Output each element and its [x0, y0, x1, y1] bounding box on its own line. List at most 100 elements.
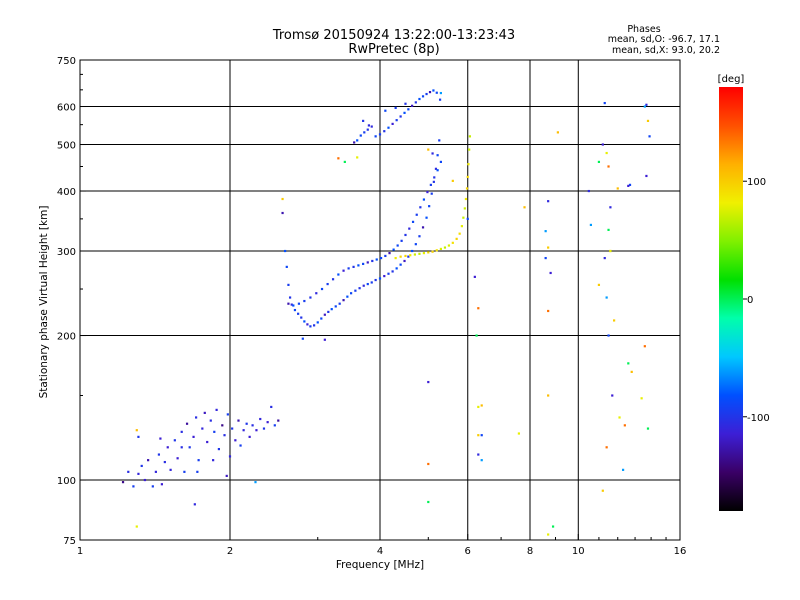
data-point: [547, 533, 550, 536]
data-point: [192, 435, 195, 438]
data-point: [411, 249, 414, 253]
data-point: [228, 455, 232, 458]
data-point: [431, 250, 434, 253]
data-point: [623, 424, 626, 427]
data-point: [356, 156, 359, 159]
data-point: [303, 320, 306, 323]
data-point: [627, 184, 630, 187]
y-tick-label: 200: [57, 332, 76, 343]
data-point: [418, 235, 421, 238]
x-tick-label: 6: [465, 546, 471, 557]
data-point: [306, 323, 309, 326]
data-point: [426, 190, 429, 194]
data-point: [343, 160, 346, 164]
data-point: [621, 468, 625, 471]
data-point: [466, 175, 469, 179]
data-point: [628, 183, 632, 186]
data-point: [603, 101, 606, 105]
data-point: [370, 125, 373, 128]
data-point: [434, 167, 438, 170]
data-point: [605, 296, 608, 299]
data-point: [379, 256, 383, 260]
data-point: [597, 160, 601, 164]
data-point: [399, 255, 402, 258]
data-point: [427, 380, 430, 384]
data-point: [603, 256, 606, 260]
data-point: [354, 289, 357, 292]
data-point: [643, 345, 646, 348]
data-point: [607, 228, 610, 231]
data-point: [480, 434, 483, 437]
data-point: [135, 429, 138, 432]
data-point: [384, 254, 387, 258]
data-point: [287, 283, 290, 286]
data-point: [288, 296, 292, 299]
data-point: [451, 241, 454, 244]
data-point: [363, 131, 366, 134]
data-point: [143, 478, 147, 482]
data-point: [400, 239, 403, 242]
data-point: [443, 246, 447, 249]
data-point: [433, 176, 436, 179]
data-point: [217, 447, 220, 451]
data-point: [320, 317, 323, 320]
data-point: [387, 272, 390, 275]
data-point: [137, 435, 140, 438]
data-point: [427, 148, 430, 151]
data-point: [425, 216, 428, 219]
data-point: [609, 249, 612, 253]
y-tick-label: 400: [57, 187, 76, 198]
data-point: [447, 244, 451, 247]
data-point: [255, 429, 258, 432]
data-point: [292, 304, 295, 307]
data-point: [169, 468, 172, 471]
data-point: [468, 135, 471, 138]
data-point: [439, 160, 442, 164]
data-point: [239, 444, 242, 447]
data-point: [422, 252, 426, 255]
plot-grid: [80, 60, 680, 540]
data-point: [221, 424, 224, 427]
data-point: [315, 292, 318, 295]
data-point: [465, 187, 469, 190]
data-point: [467, 163, 470, 166]
data-point: [135, 525, 138, 528]
data-point: [203, 411, 206, 414]
data-point: [374, 278, 377, 282]
data-point: [418, 252, 421, 255]
data-point: [140, 464, 143, 468]
data-point: [480, 459, 483, 462]
data-point: [597, 283, 601, 286]
data-point: [303, 299, 306, 303]
data-point: [327, 310, 330, 314]
data-point: [157, 453, 161, 456]
data-point: [378, 133, 382, 136]
data-point: [367, 124, 370, 127]
data-point: [404, 233, 407, 237]
x-tick-label: 4: [377, 546, 383, 557]
data-point: [403, 111, 406, 114]
chart-title: Tromsø 20150924 13:22:00-13:23:43: [272, 28, 515, 43]
y-tick-label: 500: [57, 141, 76, 152]
data-point: [419, 206, 422, 209]
data-point: [251, 424, 254, 427]
data-point: [353, 141, 356, 144]
data-point: [645, 103, 648, 106]
data-point: [323, 338, 326, 341]
chart-subtitle: RwPretec (8p): [348, 42, 439, 57]
data-point: [245, 422, 248, 425]
data-point: [225, 474, 228, 478]
data-point: [337, 157, 340, 160]
data-point: [607, 334, 610, 337]
data-point: [609, 206, 612, 209]
data-point: [173, 439, 176, 442]
colorbar-tick-label: -100: [747, 413, 770, 424]
data-point: [477, 405, 480, 409]
y-axis: 75 100 200 300 400 500 600 750: [57, 56, 86, 547]
data-point: [290, 303, 293, 306]
data-point: [646, 427, 650, 430]
y-tick-label: 750: [57, 56, 76, 67]
data-point: [137, 472, 140, 475]
x-axis: 1 2 4 6 8 10 16: [77, 534, 686, 557]
